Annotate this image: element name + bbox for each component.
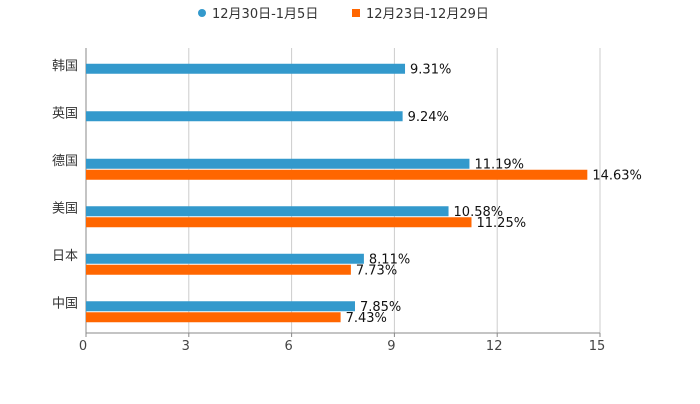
data-label-series-2: 11.25%: [477, 216, 527, 231]
bar-series-2[interactable]: [86, 217, 472, 228]
x-tick-label: 12: [486, 339, 503, 354]
category-label: 中国: [52, 296, 78, 311]
bar-series-2[interactable]: [86, 169, 588, 180]
category-label: 德国: [52, 154, 78, 169]
bar-series-1[interactable]: [86, 253, 364, 264]
legend-label-series-2[interactable]: 12月23日-12月29日: [366, 7, 489, 22]
data-label-series-1: 10.58%: [454, 205, 504, 220]
bar-series-1[interactable]: [86, 206, 449, 217]
data-label-series-1: 11.19%: [474, 157, 524, 172]
data-label-series-2: 7.43%: [346, 311, 387, 326]
legend-marker-series-2: [352, 9, 360, 17]
category-label: 美国: [52, 201, 78, 216]
x-tick-label: 0: [79, 339, 87, 354]
legend: 12月30日-1月5日 12月23日-12月29日: [198, 7, 489, 22]
data-label-series-1: 9.31%: [410, 62, 451, 77]
bar-series-1[interactable]: [86, 301, 355, 312]
x-tick-label: 6: [284, 339, 292, 354]
legend-marker-series-1: [198, 9, 206, 17]
category-label: 日本: [52, 249, 78, 264]
bar-series-2[interactable]: [86, 312, 341, 323]
data-label-series-2: 14.63%: [592, 168, 642, 183]
x-tick-label: 9: [387, 339, 395, 354]
data-label-series-1: 7.85%: [360, 300, 401, 315]
grid-lines: [188, 48, 601, 333]
bar-series-2[interactable]: [86, 264, 351, 275]
x-tick-label: 3: [182, 339, 190, 354]
data-label-series-1: 9.24%: [408, 110, 449, 125]
category-label: 英国: [52, 106, 78, 121]
category-label: 韩国: [52, 59, 78, 74]
x-tick-label: 15: [589, 339, 606, 354]
bar-series-1[interactable]: [86, 111, 403, 122]
bar-series-1[interactable]: [86, 63, 406, 74]
data-labels: 9.31%9.24%11.19%14.63%10.58%11.25%8.11%7…: [346, 62, 642, 326]
bar-series-1[interactable]: [86, 158, 470, 169]
data-label-series-2: 7.73%: [356, 263, 397, 278]
bars: [86, 63, 588, 323]
data-label-series-1: 8.11%: [369, 252, 410, 267]
legend-label-series-1[interactable]: 12月30日-1月5日: [212, 7, 318, 22]
